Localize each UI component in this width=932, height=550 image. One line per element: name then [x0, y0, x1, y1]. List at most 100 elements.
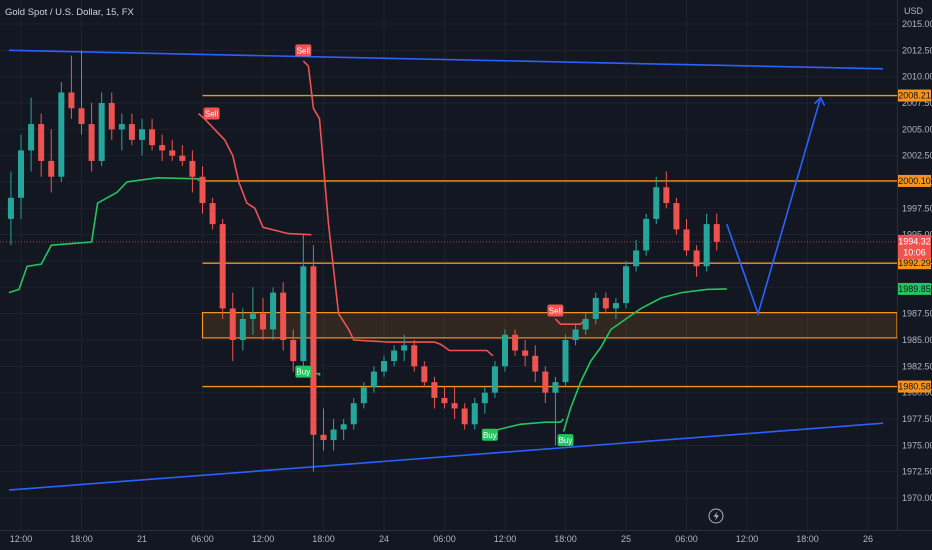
time-tick-label: 12:00	[10, 534, 33, 544]
signal-buy-label: Buy	[483, 431, 497, 440]
candle-body	[623, 266, 629, 304]
trendlines	[8, 49, 884, 491]
candle-body	[179, 155, 186, 161]
price-tags: 2008.21 2000.10 1992.29 1989.85 1980.58 1994.…	[898, 89, 931, 393]
candle-body	[169, 150, 176, 156]
time-tick-label: 12:00	[252, 534, 275, 544]
candle-body	[149, 129, 156, 146]
candle-body	[330, 429, 337, 441]
candle-body	[340, 424, 347, 430]
candle-body	[693, 250, 700, 267]
candle-body	[522, 350, 529, 356]
price-tick-label: 1977.50	[902, 414, 932, 424]
candle-body	[471, 403, 478, 425]
candle-body	[370, 371, 377, 388]
price-tick-label: 1987.50	[902, 309, 932, 319]
candle-body	[290, 340, 297, 362]
candle-body	[572, 329, 579, 340]
trendline-lower	[8, 422, 884, 491]
candle-body	[532, 355, 539, 372]
candle-body	[310, 266, 317, 435]
signal-sell-badge	[203, 107, 220, 120]
current-price-label: 1994.32	[898, 236, 931, 246]
price-tag	[898, 89, 931, 102]
indicator-line-green	[8, 176, 200, 294]
candle-body	[48, 160, 55, 177]
time-tick-label: 12:00	[736, 534, 759, 544]
price-tag-label: 1989.85	[898, 284, 931, 294]
candle-body	[512, 334, 519, 351]
candle-body	[411, 345, 418, 367]
chart-title: Gold Spot / U.S. Dollar, 15, FX	[5, 7, 134, 18]
price-tick-label: 2012.50	[902, 45, 932, 55]
price-axis[interactable]: 1970.00 1972.50 1975.00 1977.50 1980.00 1982.…	[897, 0, 932, 550]
candle-body	[108, 103, 115, 130]
candle-body	[683, 229, 690, 251]
candle-body	[643, 218, 650, 251]
time-tick-label: 06:00	[191, 534, 214, 544]
candle-body	[139, 129, 145, 140]
signal-sell-label: Sell	[205, 110, 219, 119]
candle-body	[602, 297, 609, 309]
candle-body	[219, 224, 226, 309]
candle-body	[401, 345, 408, 351]
signal-buy-label: Buy	[296, 368, 310, 377]
candle-body	[18, 150, 24, 198]
lightning-icon[interactable]	[708, 508, 724, 524]
price-tick-label: 1995.00	[902, 230, 932, 240]
price-tag	[898, 282, 931, 295]
signal-sell-label: Sell	[549, 307, 563, 316]
price-tick-label: 2010.00	[902, 72, 932, 82]
price-tag	[898, 257, 931, 270]
signal-sell-badge	[295, 44, 312, 57]
candle-body	[391, 350, 398, 362]
price-tick-label: 2015.00	[902, 19, 932, 29]
price-tick-label: 1985.00	[902, 335, 932, 345]
time-tick-label: 06:00	[675, 534, 698, 544]
signal-buy-label: Buy	[559, 436, 573, 445]
time-tick-label: 18:00	[796, 534, 819, 544]
price-tag-label: 2008.21	[898, 91, 931, 101]
candle-body	[350, 403, 357, 425]
candle-body	[300, 266, 307, 362]
candle-body	[7, 197, 14, 219]
signal-sell-label: Sell	[297, 46, 311, 55]
time-tick-label: 18:00	[70, 534, 93, 544]
candle-body	[592, 297, 599, 319]
time-tick-label: 21	[137, 534, 147, 544]
time-tick-label: 25	[621, 534, 631, 544]
indicator-line-green	[562, 288, 727, 432]
time-axis[interactable]: 12:00 18:00 21 06:00 12:00 18:00 24 06:00 12:00 1…	[0, 530, 932, 545]
time-tick-label: 06:00	[433, 534, 456, 544]
candle-body	[582, 318, 589, 330]
time-tick-label: 12:00	[494, 534, 517, 544]
candle-body	[502, 334, 508, 367]
time-tick-label: 18:00	[554, 534, 577, 544]
candle-body	[189, 160, 196, 177]
projection-path	[726, 96, 826, 317]
candle-body	[653, 187, 660, 219]
candle-body	[209, 203, 216, 225]
candle-body	[118, 124, 125, 130]
price-tick-label: 2005.00	[902, 124, 932, 134]
price-tick-label: 1997.50	[902, 203, 932, 213]
candle-body	[260, 313, 266, 330]
projection-arrowhead	[814, 96, 826, 107]
price-tick-label: 1975.00	[902, 440, 932, 450]
price-tick-label: 1970.00	[902, 493, 932, 503]
candle-body	[199, 176, 206, 204]
candle-body	[421, 366, 428, 383]
candle-body	[461, 408, 468, 425]
candle-body	[270, 292, 277, 330]
grid	[0, 0, 897, 530]
signal-buy-badge	[557, 434, 574, 447]
indicator-line-red	[197, 112, 312, 236]
candle-body	[542, 371, 549, 393]
price-tick-label: 2002.50	[902, 151, 932, 161]
currency-label: USD	[904, 6, 924, 16]
trendline-upper	[8, 49, 884, 70]
time-tick-label: 24	[379, 534, 389, 544]
